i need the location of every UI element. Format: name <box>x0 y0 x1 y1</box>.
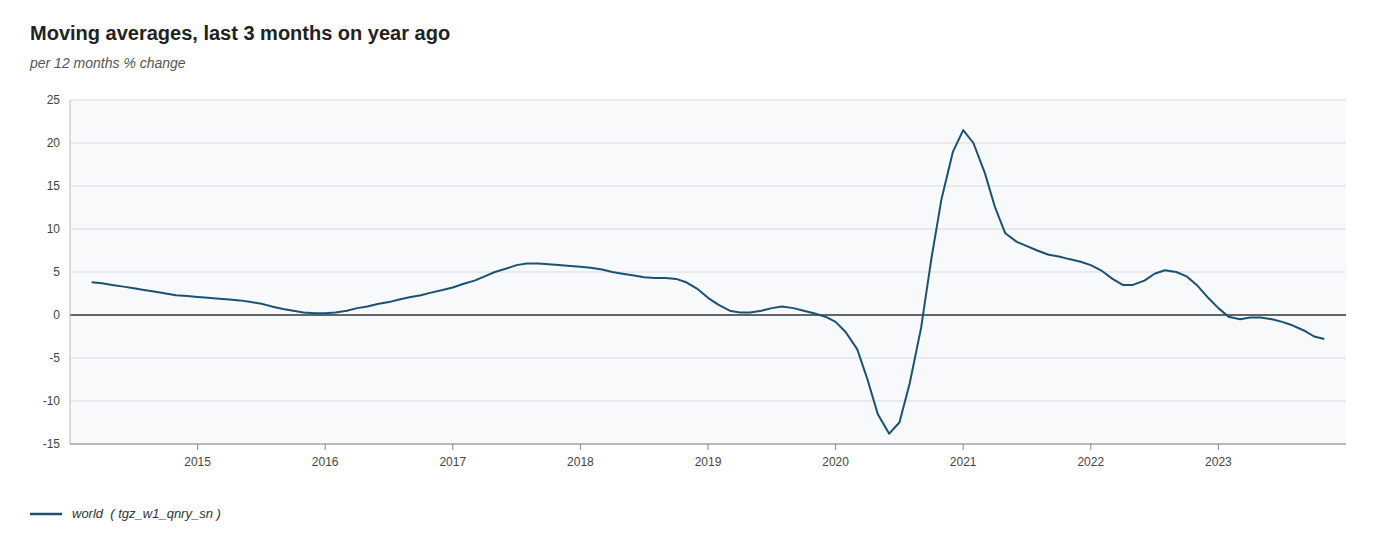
y-tick-label: 10 <box>47 222 61 236</box>
y-tick-label: -15 <box>43 437 61 451</box>
x-tick <box>708 444 709 450</box>
x-tick-label: 2016 <box>312 455 339 469</box>
x-tick-label: 2020 <box>822 455 849 469</box>
x-tick <box>580 444 581 450</box>
x-tick <box>1218 444 1219 450</box>
y-tick-label: 5 <box>53 265 60 279</box>
subtitle: per 12 months % change <box>29 55 186 71</box>
x-tick-label: 2018 <box>567 455 594 469</box>
grid-line <box>70 272 1346 273</box>
y-axis-line <box>70 100 71 444</box>
x-tick <box>835 444 836 450</box>
y-tick-label: 0 <box>53 308 60 322</box>
grid-line <box>70 358 1346 359</box>
title: Moving averages, last 3 months on year a… <box>30 22 450 44</box>
x-tick <box>963 444 964 450</box>
x-tick <box>1090 444 1091 450</box>
zero-line <box>70 314 1346 316</box>
legend-swatch <box>30 513 62 516</box>
x-tick-label: 2015 <box>184 455 211 469</box>
x-tick-label: 2023 <box>1205 455 1232 469</box>
y-tick-label: 25 <box>47 93 61 107</box>
legend-label: world ( tgz_w1_qnry_sn ) <box>72 506 221 521</box>
grid-line <box>70 143 1346 144</box>
x-tick <box>452 444 453 450</box>
y-tick-label: 20 <box>47 136 61 150</box>
x-tick <box>197 444 198 450</box>
chart: Moving averages, last 3 months on year a… <box>0 0 1386 554</box>
y-tick-label: -5 <box>49 351 60 365</box>
x-tick-label: 2021 <box>950 455 977 469</box>
y-tick-label: 15 <box>47 179 61 193</box>
grid-line <box>70 229 1346 230</box>
grid-line <box>70 401 1346 402</box>
grid-line <box>70 186 1346 187</box>
series-line <box>92 130 1325 434</box>
legend-item: world ( tgz_w1_qnry_sn ) <box>30 506 221 521</box>
y-tick-label: -10 <box>43 394 61 408</box>
x-tick-label: 2017 <box>439 455 466 469</box>
x-tick <box>325 444 326 450</box>
x-tick-label: 2019 <box>695 455 722 469</box>
grid-line <box>70 100 1346 101</box>
series-group <box>92 130 1325 434</box>
x-tick-label: 2022 <box>1077 455 1104 469</box>
plot-area <box>70 100 1346 444</box>
grid <box>70 100 1346 444</box>
